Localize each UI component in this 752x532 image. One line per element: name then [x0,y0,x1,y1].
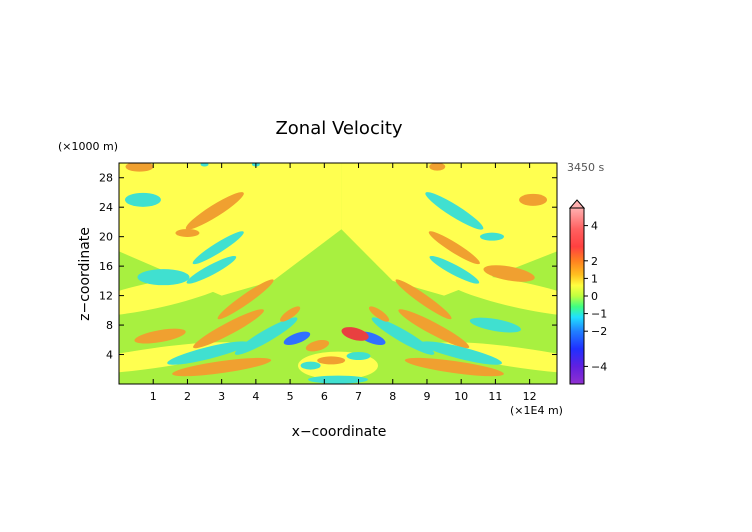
x-tick-label: 6 [321,390,328,403]
x-tick-label: 3 [218,390,225,403]
x-tick-label: 11 [488,390,502,403]
field-contour-blob [175,228,200,237]
colorbar-tick-label: 1 [591,272,598,285]
x-axis-label: x−coordinate [292,424,387,440]
x-axis: 1 2 3 4 5 6 7 8 9 10 11 12 [150,163,537,403]
field-contour-blob [125,163,154,172]
x-tick-label: 1 [150,390,157,403]
x-tick-label: 8 [389,390,396,403]
field-contour-blob [371,317,435,355]
colorbar-tick-label: −2 [591,325,607,338]
field-contour-blob [429,163,446,171]
x-tick-label: 4 [252,390,259,403]
field-contour-blob [119,274,232,317]
field-contour-blob [404,357,504,377]
field-contour-blob [308,375,368,384]
colorbar: 4 2 1 0 −1 −2 −4 [568,199,607,385]
field-contour-blob [217,279,274,320]
yellow-region [341,163,557,296]
heatmap-field [119,163,557,384]
colorbar-top-arrow [568,199,586,209]
x-tick-label: 5 [287,390,294,403]
plot-frame [118,162,558,385]
time-label: 3450 s [567,161,604,174]
field-contour-blob [341,327,369,341]
field-contour-blob [137,269,190,286]
field-contour-blob [395,279,452,320]
field-contour-blob [192,231,244,265]
field-contour-blob [469,317,522,333]
field-contour-blob [283,331,311,346]
field-contour-blob [368,306,390,322]
field-contour-blob [425,192,484,230]
field-contour-blob [134,328,186,344]
field-contour-blob [420,341,502,365]
field-contour-blob [346,352,371,361]
field-contour-blob [193,309,264,349]
field-contour-blob [429,255,480,284]
field-contour-blob [234,317,298,355]
x-tick-label: 10 [454,390,468,403]
x-tick-label: 7 [355,390,362,403]
y-axis: 4 8 12 16 20 24 28 [99,172,557,362]
field-contour-blob [444,274,557,317]
field-contour-blob [279,306,301,322]
field-contour-blob [398,309,470,349]
field-contour-blob [428,231,480,265]
field-contour-blob [167,341,249,365]
colorbar-ticks: 4 2 1 0 −1 −2 −4 [584,220,607,373]
field-contour-blob [519,193,548,206]
field-contour-blob [305,339,330,352]
field-contour-blob [300,361,321,370]
colorbar-tick-label: −4 [591,360,607,373]
field-contour-blob [200,163,209,167]
x-unit-label: (×1E4 m) [510,404,563,417]
field-contour-blob [186,255,237,284]
colorbar-tick-label: −1 [591,308,607,321]
x-tick-label: 2 [184,390,191,403]
field-contour-blob [433,342,557,375]
field-contour-blob [160,178,215,207]
x-tick-label: 9 [423,390,430,403]
x-tick-label: 12 [523,390,537,403]
field-contour-blob [124,192,161,207]
colorbar-tick-label: 4 [591,220,598,233]
colorbar-tick-label: 2 [591,255,598,268]
field-blobs [119,163,557,384]
colorbar-tick-label: 0 [591,290,598,303]
field-contour-blob [185,192,244,230]
chart-title: Zonal Velocity [275,118,402,139]
field-contour-blob [317,356,346,365]
field-contour-blob [172,357,272,377]
y-tick-label: 20 [99,231,113,244]
y-tick-label: 4 [106,349,113,362]
colorbar-scale [569,207,585,385]
y-axis-label: z−coordinate [77,227,93,321]
y-tick-label: 12 [99,290,113,303]
y-tick-label: 24 [99,201,113,214]
y-unit-label: (×1000 m) [58,140,118,153]
y-tick-label: 8 [106,319,113,332]
y-tick-label: 16 [99,260,113,273]
field-contour-blob [483,265,535,282]
y-tick-label: 28 [99,172,113,185]
field-contour-blob [479,232,504,241]
